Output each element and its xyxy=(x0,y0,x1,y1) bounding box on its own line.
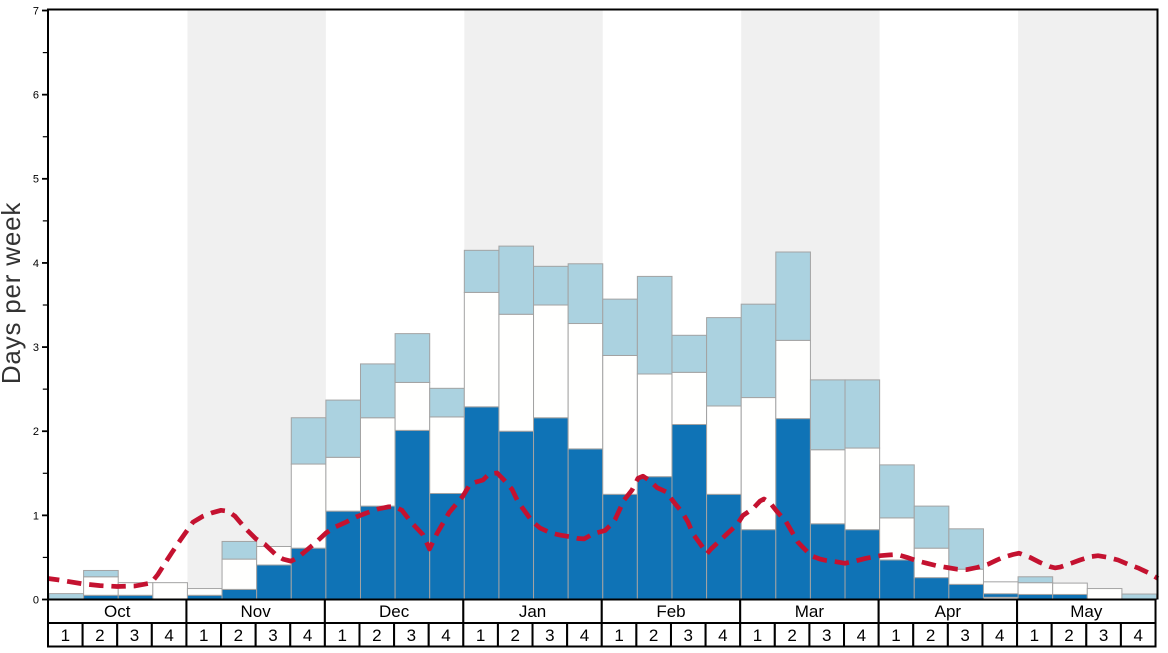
svg-text:4: 4 xyxy=(33,258,39,270)
svg-text:1: 1 xyxy=(199,626,208,645)
svg-text:4: 4 xyxy=(1133,626,1142,645)
svg-text:1: 1 xyxy=(61,626,70,645)
svg-text:4: 4 xyxy=(441,626,450,645)
svg-text:1: 1 xyxy=(1030,626,1039,645)
svg-text:Apr: Apr xyxy=(935,602,962,621)
svg-text:3: 3 xyxy=(130,626,139,645)
svg-text:Jan: Jan xyxy=(519,602,546,621)
svg-text:Dec: Dec xyxy=(379,602,410,621)
svg-text:2: 2 xyxy=(926,626,935,645)
svg-text:3: 3 xyxy=(684,626,693,645)
svg-text:2: 2 xyxy=(234,626,243,645)
svg-text:1: 1 xyxy=(33,510,39,522)
svg-text:0: 0 xyxy=(33,594,39,606)
svg-text:3: 3 xyxy=(1099,626,1108,645)
svg-text:4: 4 xyxy=(164,626,173,645)
svg-text:Days per week: Days per week xyxy=(0,202,26,385)
svg-text:3: 3 xyxy=(545,626,554,645)
svg-text:4: 4 xyxy=(580,626,589,645)
svg-text:3: 3 xyxy=(33,342,39,354)
svg-text:Nov: Nov xyxy=(241,602,272,621)
svg-text:Mar: Mar xyxy=(795,602,825,621)
svg-text:2: 2 xyxy=(372,626,381,645)
svg-text:Feb: Feb xyxy=(656,602,685,621)
svg-text:2: 2 xyxy=(95,626,104,645)
svg-text:2: 2 xyxy=(511,626,520,645)
svg-text:4: 4 xyxy=(995,626,1004,645)
svg-text:3: 3 xyxy=(822,626,831,645)
svg-text:3: 3 xyxy=(407,626,416,645)
svg-text:2: 2 xyxy=(787,626,796,645)
svg-text:2: 2 xyxy=(1064,626,1073,645)
svg-text:Oct: Oct xyxy=(104,602,131,621)
svg-text:7: 7 xyxy=(33,5,39,17)
svg-text:4: 4 xyxy=(857,626,866,645)
svg-text:6: 6 xyxy=(33,90,39,102)
svg-text:1: 1 xyxy=(337,626,346,645)
svg-text:5: 5 xyxy=(33,174,39,186)
svg-text:1: 1 xyxy=(614,626,623,645)
svg-text:1: 1 xyxy=(753,626,762,645)
svg-text:1: 1 xyxy=(891,626,900,645)
svg-text:3: 3 xyxy=(960,626,969,645)
svg-text:1: 1 xyxy=(476,626,485,645)
svg-text:4: 4 xyxy=(303,626,312,645)
svg-text:2: 2 xyxy=(649,626,658,645)
svg-text:4: 4 xyxy=(718,626,727,645)
svg-text:2: 2 xyxy=(33,426,39,438)
svg-text:May: May xyxy=(1070,602,1103,621)
svg-text:3: 3 xyxy=(268,626,277,645)
